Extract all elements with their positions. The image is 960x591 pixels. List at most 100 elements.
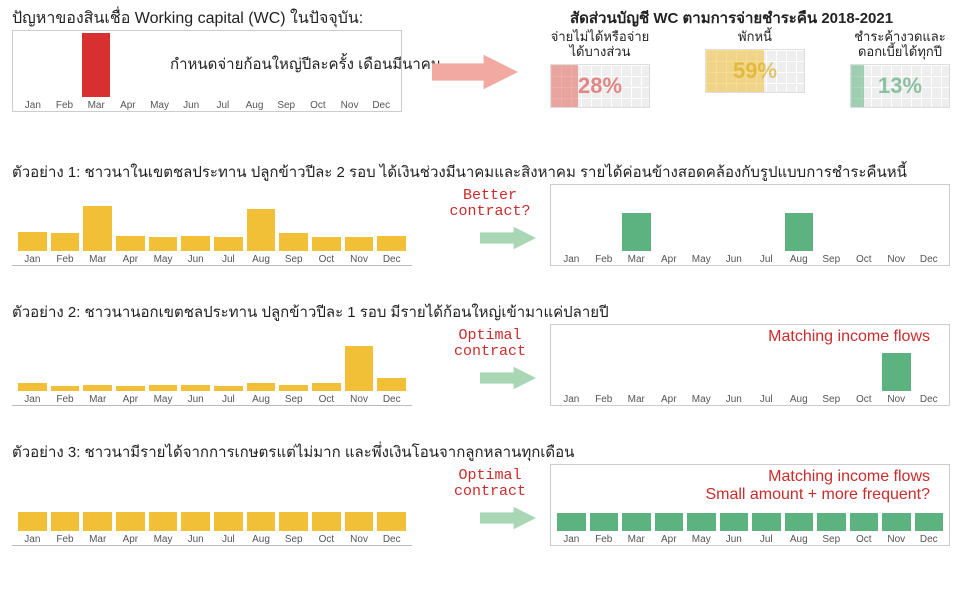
month-column: Apr (655, 513, 684, 545)
month-column: Jan (18, 512, 47, 545)
bar (149, 237, 178, 251)
bar (345, 512, 374, 531)
x-axis-label: Sep (822, 254, 840, 265)
x-axis-label: Feb (595, 254, 612, 265)
month-column: Jan (557, 391, 586, 405)
x-axis-label: Oct (856, 254, 872, 265)
income-chart: JanFebMarAprMayJunJulAugSepOctNovDec (12, 184, 412, 266)
bar (345, 237, 374, 251)
month-column: Apr (116, 236, 145, 265)
x-axis-label: Sep (277, 100, 295, 111)
bar (116, 386, 145, 391)
x-axis-label: Dec (383, 254, 401, 265)
bar (51, 386, 80, 391)
x-axis-label: Aug (790, 254, 808, 265)
bar (720, 513, 749, 531)
month-column: Mar (622, 213, 651, 265)
bar (83, 385, 112, 391)
x-axis-label: Mar (89, 534, 106, 545)
x-axis-label: Aug (252, 534, 270, 545)
x-axis-label: May (692, 534, 711, 545)
arrow-right-icon (480, 364, 536, 392)
bar (18, 383, 47, 391)
month-column: Oct (312, 383, 341, 405)
month-column: Oct (304, 97, 332, 111)
x-axis-label: Feb (56, 100, 73, 111)
arrow-right-icon (480, 504, 536, 532)
month-column: Mar (82, 33, 110, 111)
x-axis-label: Jun (188, 534, 204, 545)
month-column: Jul (214, 512, 243, 545)
pct-title: ชำระค้างวดและดอกเบี้ยได้ทุกปี (845, 30, 955, 60)
month-column: Dec (377, 512, 406, 545)
bar (752, 513, 781, 531)
bar (247, 209, 276, 251)
month-column: Dec (367, 97, 395, 111)
contract-annotation: Optimal contract (440, 328, 540, 360)
x-axis-label: Apr (123, 534, 139, 545)
bar (149, 385, 178, 391)
bar (817, 513, 846, 531)
bar (82, 33, 110, 97)
month-column: May (149, 512, 178, 545)
x-axis-label: Jun (726, 254, 742, 265)
x-axis-label: Oct (319, 254, 335, 265)
bar (51, 512, 80, 531)
x-axis-label: Sep (285, 534, 303, 545)
x-axis-label: Jan (563, 254, 579, 265)
month-column: Sep (279, 385, 308, 405)
bar (181, 385, 210, 391)
month-column: Mar (83, 512, 112, 545)
month-column: Feb (590, 391, 619, 405)
contract-annotation: Better contract? (440, 188, 540, 220)
month-column: Jan (557, 513, 586, 545)
bar (785, 513, 814, 531)
month-column: Jun (720, 391, 749, 405)
x-axis-label: Jun (726, 394, 742, 405)
x-axis-label: May (154, 534, 173, 545)
month-column: Feb (51, 97, 79, 111)
pct-waffle: 28% (550, 64, 650, 108)
month-column: May (149, 237, 178, 265)
pct-box: ชำระค้างวดและดอกเบี้ยได้ทุกปี13% (845, 30, 955, 108)
x-axis-label: Mar (628, 534, 645, 545)
bar (312, 237, 341, 251)
x-axis-label: Jul (760, 534, 773, 545)
pct-box: พักหนี้ 59% (700, 30, 810, 93)
x-axis-label: Apr (120, 100, 136, 111)
x-axis-label: Oct (856, 394, 872, 405)
month-column: Aug (785, 513, 814, 545)
contract-annotation: Optimal contract (440, 468, 540, 500)
x-axis-label: Mar (628, 394, 645, 405)
bar (655, 513, 684, 531)
example-description: ตัวอย่าง 1: ชาวนาในเขตชลประทาน ปลูกข้าวป… (12, 160, 942, 184)
bar (247, 512, 276, 531)
month-column: Jul (752, 513, 781, 545)
x-axis-label: Jan (25, 100, 41, 111)
income-chart: JanFebMarAprMayJunJulAugSepOctNovDec (12, 464, 412, 546)
pct-waffle: 59% (705, 49, 805, 93)
month-column: Aug (247, 209, 276, 265)
pct-label: 28% (578, 73, 622, 99)
bar (214, 237, 243, 251)
month-column: Dec (915, 513, 944, 545)
month-column: Mar (83, 385, 112, 405)
month-column: Sep (272, 97, 300, 111)
wc-problem-note: กำหนดจ่ายก้อนใหญ่ปีละครั้ง เดือนมีนาคม (170, 52, 441, 76)
month-column: Oct (850, 513, 879, 545)
x-axis-label: Jan (24, 394, 40, 405)
x-axis-label: Nov (350, 394, 368, 405)
bar (882, 513, 911, 531)
pct-title: พักหนี้ (700, 30, 810, 45)
bar (312, 512, 341, 531)
x-axis-label: Jan (563, 534, 579, 545)
x-axis-label: Sep (822, 394, 840, 405)
bar (214, 512, 243, 531)
x-axis-label: Sep (285, 254, 303, 265)
month-column: Feb (590, 251, 619, 265)
month-column: Dec (915, 391, 944, 405)
month-column: Dec (915, 251, 944, 265)
x-axis-label: Jun (726, 534, 742, 545)
x-axis-label: Apr (661, 254, 677, 265)
income-chart: JanFebMarAprMayJunJulAugSepOctNovDec (12, 324, 412, 406)
